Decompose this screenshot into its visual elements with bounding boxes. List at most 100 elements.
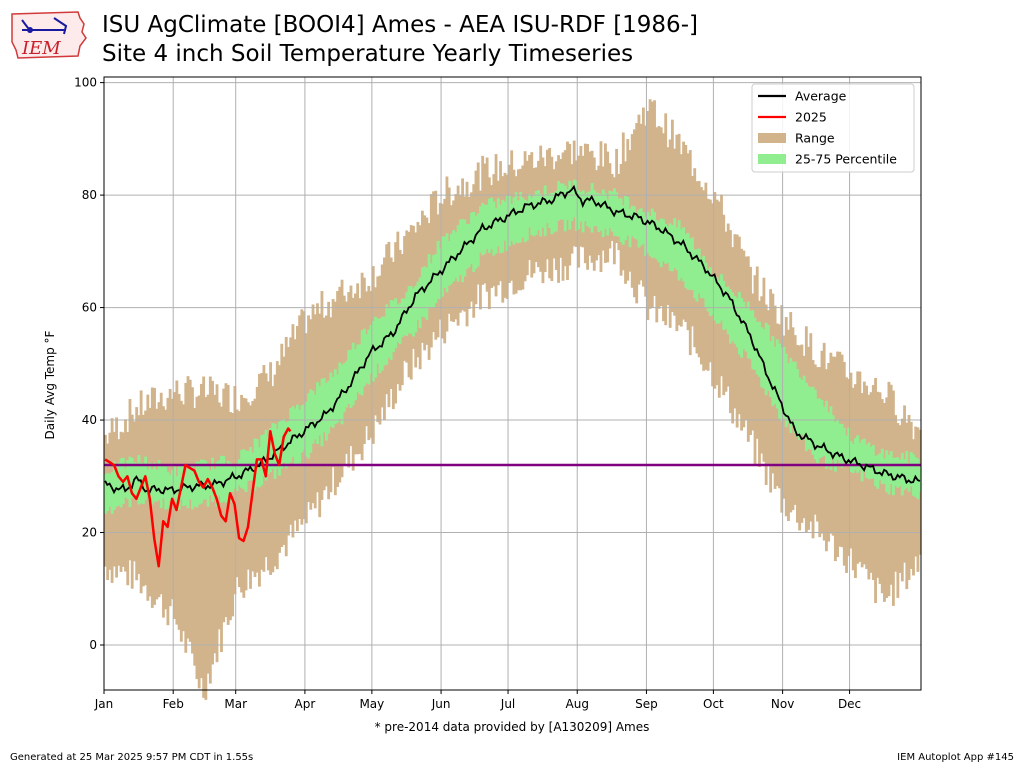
- range-bar: [918, 429, 922, 555]
- percentile-bar: [898, 459, 902, 487]
- x-axis-label: * pre-2014 data provided by [A130209] Am…: [375, 720, 650, 734]
- percentile-bar: [224, 465, 228, 503]
- percentile-bar: [342, 363, 346, 413]
- legend: Average 2025 Range 25-75 Percentile: [751, 83, 915, 173]
- iowa-map-icon: IEM: [11, 11, 87, 59]
- percentile-bar: [403, 298, 406, 336]
- range-bar: [193, 407, 197, 666]
- percentile-bar: [258, 447, 261, 488]
- range-bar: [653, 100, 656, 296]
- percentile-bar: [717, 280, 721, 324]
- percentile-bar: [744, 308, 748, 352]
- range-bar: [249, 405, 252, 589]
- percentile-bar: [599, 193, 603, 231]
- percentile-bar: [606, 199, 610, 236]
- percentile-bar: [251, 452, 255, 481]
- percentile-bar: [831, 415, 835, 459]
- percentile-bar: [679, 229, 683, 278]
- percentile-bar: [829, 406, 833, 470]
- percentile-bar: [519, 191, 523, 243]
- percentile-bar: [771, 336, 775, 407]
- percentile-bar: [798, 377, 802, 440]
- percentile-bar: [891, 457, 895, 496]
- range-bar: [266, 381, 270, 571]
- range-bar: [155, 408, 159, 600]
- range-bar: [222, 388, 226, 623]
- percentile-bar: [537, 190, 540, 231]
- percentile-bar: [458, 219, 462, 276]
- range-bar: [162, 406, 165, 618]
- percentile-bar: [302, 404, 306, 450]
- range-bar: [271, 386, 275, 573]
- percentile-bar: [470, 212, 473, 264]
- percentile-bar: [617, 198, 621, 237]
- percentile-bar: [804, 382, 808, 452]
- percentile-bar: [117, 462, 121, 506]
- range-bar: [237, 411, 241, 588]
- percentile-bar: [677, 220, 681, 281]
- percentile-bar: [295, 404, 299, 465]
- percentile-bar: [124, 468, 127, 498]
- percentile-bar: [566, 189, 569, 221]
- percentile-bar: [521, 197, 525, 238]
- percentile-bar: [532, 194, 536, 237]
- percentile-bar: [523, 199, 527, 243]
- percentile-bar: [467, 224, 471, 268]
- percentile-bar: [825, 400, 828, 469]
- percentile-bar: [858, 442, 862, 471]
- percentile-bar: [811, 386, 815, 455]
- percentile-bar: [833, 421, 837, 472]
- percentile-bar: [670, 224, 674, 272]
- range-bar: [644, 125, 648, 297]
- percentile-bar: [615, 192, 619, 237]
- range-bar: [851, 387, 855, 571]
- range-bar: [184, 382, 188, 653]
- range-bar: [650, 101, 654, 308]
- percentile-bar: [184, 472, 188, 505]
- percentile-bar: [146, 469, 150, 495]
- percentile-bar: [648, 216, 652, 257]
- percentile-bar: [324, 382, 328, 441]
- percentile-bar: [789, 357, 793, 433]
- percentile-bar: [385, 304, 389, 365]
- range-bar: [916, 427, 920, 572]
- percentile-bar: [762, 329, 766, 389]
- percentile-bar: [838, 423, 842, 463]
- percentile-bar: [590, 183, 594, 233]
- percentile-bar: [639, 208, 643, 246]
- percentile-bar: [490, 197, 494, 250]
- percentile-bar: [188, 466, 192, 500]
- percentile-bar: [802, 375, 806, 440]
- percentile-bar: [322, 378, 326, 433]
- percentile-bar: [773, 346, 777, 404]
- percentile-bar: [376, 318, 380, 364]
- percentile-bar: [700, 258, 703, 299]
- percentile-bar: [318, 386, 322, 436]
- range-bar: [905, 422, 909, 590]
- percentile-bar: [394, 298, 398, 349]
- percentile-bar: [563, 185, 567, 232]
- range-bar: [412, 225, 415, 349]
- percentile-bar: [905, 450, 909, 488]
- range-bar: [869, 392, 873, 573]
- range-bar: [758, 300, 761, 467]
- percentile-bar: [780, 347, 784, 422]
- legend-swatch: [758, 133, 786, 143]
- range-bar: [229, 412, 232, 621]
- average-line: [104, 184, 921, 495]
- percentile-bar: [539, 193, 543, 237]
- percentile-bar: [793, 361, 797, 434]
- percentile-bar: [552, 192, 556, 233]
- percentile-bar: [155, 469, 159, 502]
- percentile-bar: [159, 464, 163, 508]
- y-tick-label: 60: [82, 301, 97, 315]
- percentile-bar: [708, 267, 712, 317]
- range-bar: [191, 387, 194, 654]
- percentile-bar: [356, 344, 360, 392]
- percentile-bar: [722, 281, 726, 330]
- x-tick-label: Jun: [431, 697, 451, 711]
- percentile-bar: [170, 470, 174, 501]
- percentile-bar: [575, 180, 578, 232]
- percentile-bar: [525, 201, 529, 241]
- percentile-bar: [162, 466, 165, 499]
